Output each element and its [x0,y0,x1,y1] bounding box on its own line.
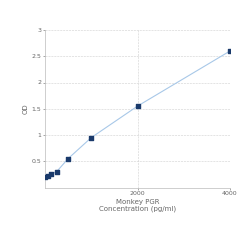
Point [89,136,93,140]
Point [43,175,47,179]
Point [46,174,50,178]
Y-axis label: OD: OD [23,104,29,114]
X-axis label: Monkey PGR
Concentration (pg/ml): Monkey PGR Concentration (pg/ml) [99,199,176,212]
Point [54,170,58,174]
Point [228,49,232,53]
Point [49,172,53,176]
Point [66,156,70,161]
Point [136,104,140,108]
